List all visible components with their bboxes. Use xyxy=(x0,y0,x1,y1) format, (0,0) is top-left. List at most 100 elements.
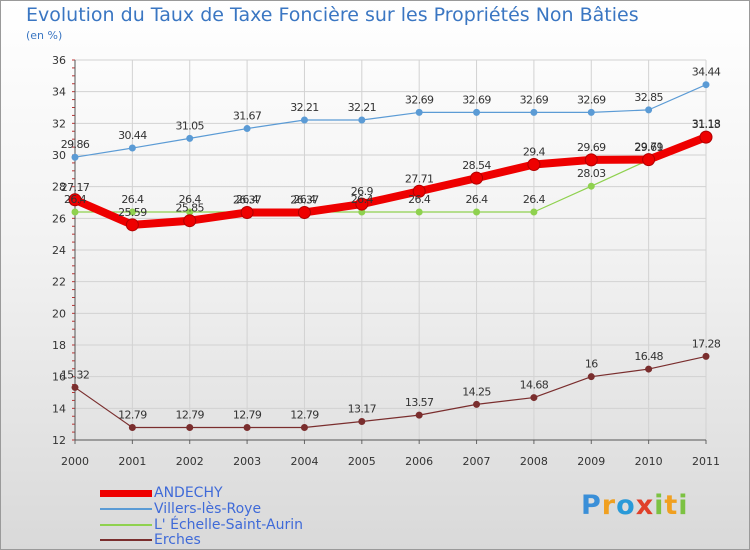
x-tick-label: 2000 xyxy=(61,455,89,468)
data-point xyxy=(71,383,79,391)
data-point xyxy=(71,208,79,216)
data-label: 12.79 xyxy=(290,408,319,421)
series-line xyxy=(74,355,707,429)
y-tick-label: 26 xyxy=(52,212,66,225)
data-label: 26.4 xyxy=(465,193,488,206)
legend-swatch xyxy=(100,508,152,510)
data-label: 25.85 xyxy=(175,202,204,215)
series-line xyxy=(74,135,707,213)
data-point xyxy=(584,153,598,167)
x-tick-label: 2009 xyxy=(577,455,605,468)
y-tick-label: 12 xyxy=(52,434,66,447)
data-point xyxy=(645,106,653,114)
legend-label: Villers-lès-Roye xyxy=(154,501,262,517)
x-tick-label: 2010 xyxy=(635,455,663,468)
data-label: 28.03 xyxy=(577,167,606,180)
legend-swatch xyxy=(100,490,152,497)
data-point xyxy=(473,108,481,116)
data-label: 29.4 xyxy=(523,146,546,159)
data-point xyxy=(128,423,136,431)
y-tick-label: 32 xyxy=(52,117,66,130)
y-tick-label: 36 xyxy=(52,54,66,67)
legend-label: ANDECHY xyxy=(154,485,223,501)
data-point xyxy=(240,205,254,219)
x-tick-label: 2007 xyxy=(463,455,491,468)
legend-label: Erches xyxy=(154,532,201,548)
data-label: 26.4 xyxy=(408,193,431,206)
data-point xyxy=(183,214,197,228)
data-point xyxy=(530,208,538,216)
data-label: 31.67 xyxy=(233,110,262,123)
data-point xyxy=(415,411,423,419)
chart-title: Evolution du Taux de Taxe Foncière sur l… xyxy=(26,4,639,26)
logo-letter: t xyxy=(664,490,679,521)
data-label: 27.71 xyxy=(405,172,434,185)
data-label: 26.4 xyxy=(351,193,374,206)
logo-letter: x xyxy=(635,490,655,521)
data-label: 26.4 xyxy=(121,193,144,206)
x-tick-label: 2008 xyxy=(520,455,548,468)
data-label: 16.48 xyxy=(634,350,663,363)
chart-subtitle: (en %) xyxy=(26,29,63,42)
data-label: 15.32 xyxy=(61,368,90,381)
series-line xyxy=(71,133,710,229)
data-point xyxy=(527,158,541,171)
data-point xyxy=(300,423,308,431)
data-label: 16 xyxy=(585,358,598,371)
data-point xyxy=(473,208,481,216)
data-label: 30.44 xyxy=(118,129,147,142)
data-point xyxy=(243,423,251,431)
data-label: 34.44 xyxy=(692,66,721,79)
data-point xyxy=(415,108,423,116)
data-label: 31.13 xyxy=(692,118,721,131)
logo-letter: o xyxy=(616,490,636,521)
logo-letter: r xyxy=(601,490,617,521)
data-label: 29.69 xyxy=(577,141,606,154)
y-tick-label: 14 xyxy=(52,402,66,415)
data-point xyxy=(128,208,136,216)
data-label: 13.57 xyxy=(405,396,434,409)
y-tick-label: 34 xyxy=(52,86,66,99)
data-label: 32.21 xyxy=(348,101,377,114)
data-label: 32.69 xyxy=(520,93,549,106)
data-label: 14.25 xyxy=(462,385,491,398)
data-point xyxy=(186,134,194,142)
data-point xyxy=(587,182,595,190)
data-point xyxy=(68,193,82,207)
data-label: 13.17 xyxy=(348,402,377,415)
data-label: 12.79 xyxy=(175,408,204,421)
data-label: 26.37 xyxy=(233,193,262,206)
x-tick-label: 2011 xyxy=(692,455,720,468)
x-tick-label: 2002 xyxy=(176,455,204,468)
data-label: 31.18 xyxy=(692,117,721,130)
data-label: 32.21 xyxy=(290,101,319,114)
data-point xyxy=(358,417,366,425)
x-tick-label: 2003 xyxy=(233,455,261,468)
x-tick-label: 2004 xyxy=(290,455,318,468)
data-label: 17.28 xyxy=(692,337,721,350)
x-tick-label: 2006 xyxy=(405,455,433,468)
y-tick-label: 16 xyxy=(52,371,66,384)
data-label: 12.79 xyxy=(233,408,262,421)
data-label: 26.4 xyxy=(64,193,87,206)
data-point xyxy=(645,365,653,373)
data-label: 26.4 xyxy=(523,193,546,206)
data-point xyxy=(587,108,595,116)
data-point xyxy=(358,116,366,124)
y-tick-label: 18 xyxy=(52,339,66,352)
data-label: 32.85 xyxy=(634,91,663,104)
data-point xyxy=(125,218,139,232)
data-label: 31.05 xyxy=(175,119,204,132)
data-label: 32.69 xyxy=(462,93,491,106)
data-point xyxy=(300,116,308,124)
y-tick-label: 24 xyxy=(52,244,66,257)
data-point xyxy=(470,171,484,185)
data-point xyxy=(642,153,656,167)
data-label: 28.54 xyxy=(462,159,491,172)
data-label: 32.69 xyxy=(577,93,606,106)
data-label: 32.69 xyxy=(405,93,434,106)
data-point xyxy=(71,153,79,161)
logo-letter: i xyxy=(654,490,665,521)
data-label: 26.37 xyxy=(290,193,319,206)
data-point xyxy=(243,125,251,133)
